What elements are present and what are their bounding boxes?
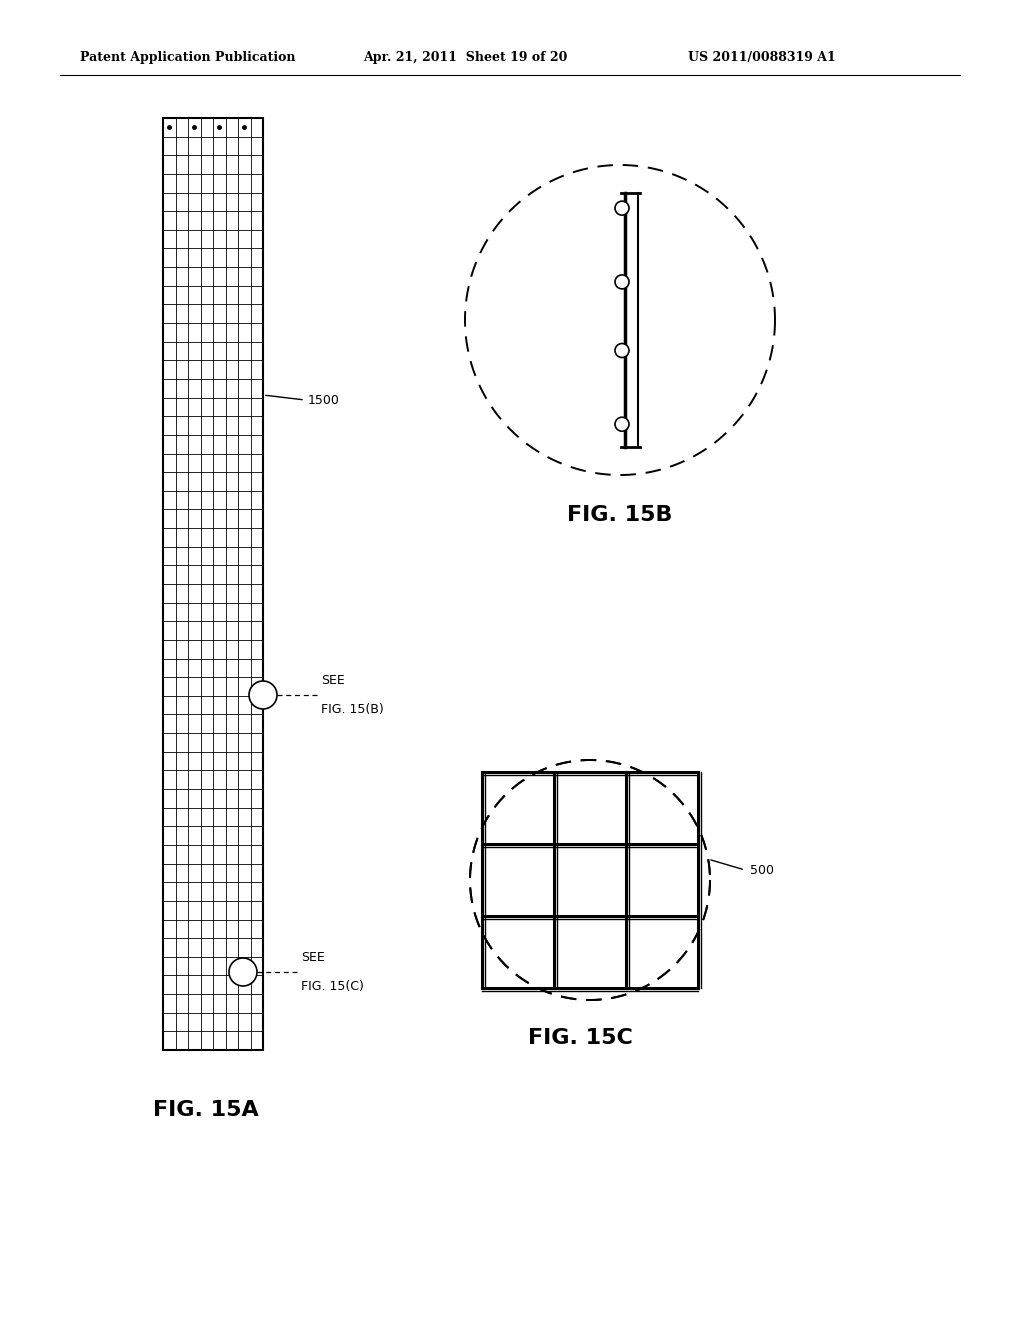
Text: SEE: SEE bbox=[321, 675, 345, 686]
Circle shape bbox=[470, 760, 710, 1001]
Circle shape bbox=[615, 201, 629, 215]
Text: Patent Application Publication: Patent Application Publication bbox=[80, 51, 296, 65]
Text: FIG. 15(B): FIG. 15(B) bbox=[321, 704, 384, 715]
Bar bbox=[163, 117, 263, 1049]
Circle shape bbox=[615, 275, 629, 289]
Circle shape bbox=[229, 958, 257, 986]
Text: Apr. 21, 2011  Sheet 19 of 20: Apr. 21, 2011 Sheet 19 of 20 bbox=[362, 51, 567, 65]
Text: US 2011/0088319 A1: US 2011/0088319 A1 bbox=[688, 51, 836, 65]
Text: 500: 500 bbox=[750, 863, 774, 876]
Text: 1500: 1500 bbox=[308, 393, 340, 407]
Text: SEE: SEE bbox=[301, 950, 325, 964]
Circle shape bbox=[249, 681, 278, 709]
Circle shape bbox=[615, 417, 629, 432]
Text: FIG. 15C: FIG. 15C bbox=[527, 1028, 633, 1048]
Circle shape bbox=[615, 343, 629, 358]
Text: FIG. 15A: FIG. 15A bbox=[153, 1100, 259, 1119]
Text: FIG. 15B: FIG. 15B bbox=[567, 506, 673, 525]
Text: FIG. 15(C): FIG. 15(C) bbox=[301, 979, 364, 993]
